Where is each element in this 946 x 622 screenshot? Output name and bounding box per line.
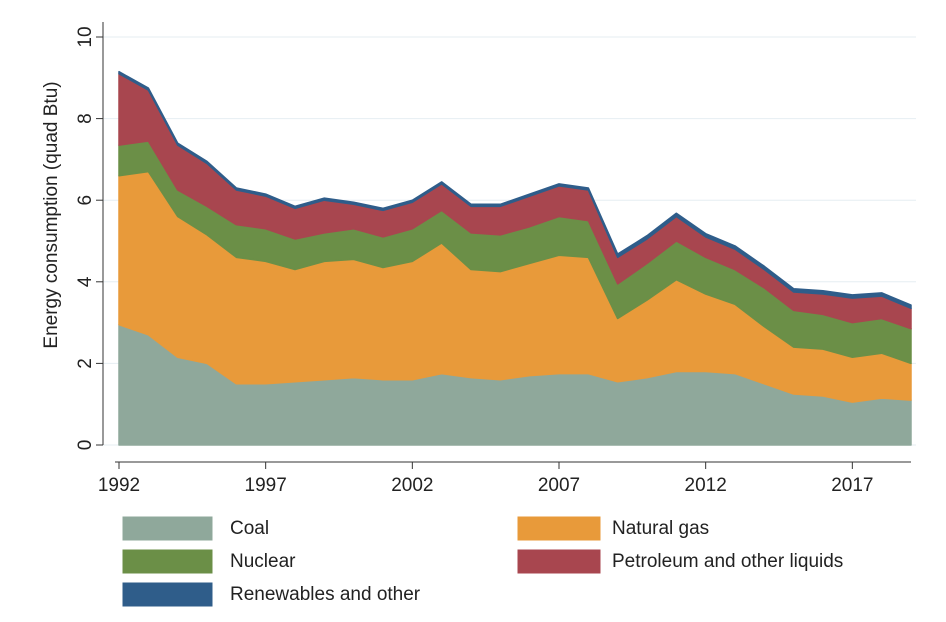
y-tick-label: 0 [75, 440, 96, 451]
legend-label: Natural gas [612, 518, 709, 539]
y-tick-label: 8 [75, 113, 96, 124]
y-tick-label: 4 [75, 276, 96, 287]
x-tick-label: 2007 [538, 475, 580, 496]
y-tick-label: 6 [75, 195, 96, 206]
y-axis-label: Energy consumption (quad Btu) [41, 81, 62, 348]
x-tick-label: 2012 [685, 475, 727, 496]
legend-label: Petroleum and other liquids [612, 551, 843, 572]
area [118, 70, 912, 310]
x-tick-label: 2002 [391, 475, 433, 496]
legend-swatch [122, 549, 213, 574]
x-tick-label: 1997 [245, 475, 287, 496]
legend-swatch [122, 516, 213, 541]
legend-label: Coal [230, 518, 269, 539]
legend-swatch [122, 582, 213, 607]
legend-label: Nuclear [230, 551, 296, 572]
y-tick-label: 2 [75, 358, 96, 369]
y-tick-label: 10 [75, 26, 96, 47]
legend-swatch [517, 516, 601, 541]
x-tick-label: 2017 [831, 475, 873, 496]
x-tick-label: 1992 [98, 475, 140, 496]
legend-swatch [517, 549, 601, 574]
legend-label: Renewables and other [230, 584, 421, 605]
